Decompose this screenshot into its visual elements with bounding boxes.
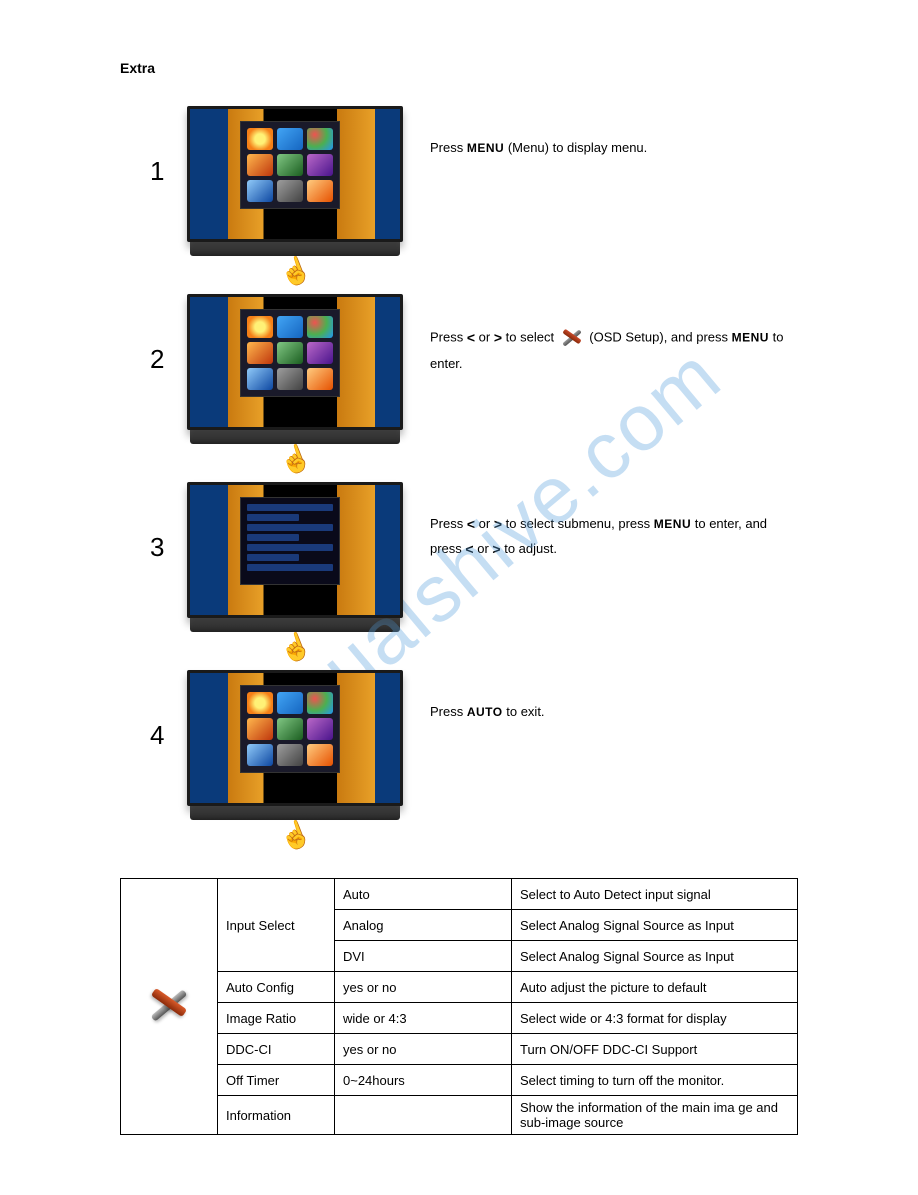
step-instruction: Press AUTO to exit. bbox=[410, 670, 798, 724]
step-row: 4 ☝ Press AUTO to exit. bbox=[150, 670, 798, 848]
text: Press bbox=[430, 704, 467, 719]
table-cell: Select Analog Signal Source as Input bbox=[512, 941, 798, 972]
table-cell: Analog bbox=[335, 910, 512, 941]
table-cell: DVI bbox=[335, 941, 512, 972]
settings-table: Input Select Auto Select to Auto Detect … bbox=[120, 878, 798, 1135]
text: Press bbox=[430, 329, 467, 344]
text: to exit. bbox=[506, 704, 544, 719]
table-row: Information Show the information of the … bbox=[121, 1096, 798, 1135]
hand-icon: ☝ bbox=[275, 629, 314, 665]
menu-button-label: MENU bbox=[654, 517, 691, 531]
text: to select submenu, press bbox=[506, 516, 654, 531]
left-arrow-icon: < bbox=[467, 329, 475, 345]
table-cell: Select wide or 4:3 format for display bbox=[512, 1003, 798, 1034]
right-arrow-icon: > bbox=[492, 541, 500, 557]
step-instruction: Press MENU (Menu) to display menu. bbox=[410, 106, 798, 160]
monitor-illustration: ☝ bbox=[180, 482, 410, 660]
text: Press bbox=[430, 516, 467, 531]
table-cell: Off Timer bbox=[218, 1065, 335, 1096]
table-cell: DDC-CI bbox=[218, 1034, 335, 1065]
table-cell: Select timing to turn off the monitor. bbox=[512, 1065, 798, 1096]
table-cell: Auto bbox=[335, 879, 512, 910]
left-arrow-icon: < bbox=[467, 516, 475, 532]
step-row: 1 ☝ Press MENU (Menu) to display menu. bbox=[150, 106, 798, 284]
text: to select bbox=[506, 329, 558, 344]
monitor-illustration: ☝ bbox=[180, 106, 410, 284]
text: or bbox=[479, 516, 494, 531]
table-cell: Select to Auto Detect input signal bbox=[512, 879, 798, 910]
auto-button-label: AUTO bbox=[467, 705, 503, 719]
step-row: 3 ☝ Press < or > to select submenu, pres… bbox=[150, 482, 798, 660]
table-row: Auto Config yes or no Auto adjust the pi… bbox=[121, 972, 798, 1003]
text: Press bbox=[430, 140, 467, 155]
table-cell: yes or no bbox=[335, 1034, 512, 1065]
table-cell: yes or no bbox=[335, 972, 512, 1003]
table-row: Off Timer 0~24hours Select timing to tur… bbox=[121, 1065, 798, 1096]
step-instruction: Press < or > to select submenu, press ME… bbox=[410, 482, 798, 562]
text: (OSD Setup), and press bbox=[589, 329, 731, 344]
section-title: Extra bbox=[120, 60, 798, 76]
step-row: 2 ☝ Press < or > to select (OSD Setup), … bbox=[150, 294, 798, 472]
text: or bbox=[479, 329, 494, 344]
table-row: DDC-CI yes or no Turn ON/OFF DDC-CI Supp… bbox=[121, 1034, 798, 1065]
step-number: 4 bbox=[150, 670, 180, 751]
right-arrow-icon: > bbox=[494, 516, 502, 532]
hand-icon: ☝ bbox=[275, 441, 314, 477]
hand-icon: ☝ bbox=[275, 253, 314, 289]
monitor-illustration: ☝ bbox=[180, 670, 410, 848]
steps-container: 1 ☝ Press MENU (Menu) to display menu. 2… bbox=[150, 106, 798, 848]
table-cell: Input Select bbox=[218, 879, 335, 972]
text: to adjust. bbox=[504, 541, 557, 556]
step-number: 1 bbox=[150, 106, 180, 187]
table-cell: Turn ON/OFF DDC-CI Support bbox=[512, 1034, 798, 1065]
hand-icon: ☝ bbox=[275, 817, 314, 853]
tools-icon bbox=[142, 978, 196, 1032]
step-number: 3 bbox=[150, 482, 180, 563]
table-cell: Image Ratio bbox=[218, 1003, 335, 1034]
step-instruction: Press < or > to select (OSD Setup), and … bbox=[410, 294, 798, 375]
table-cell: wide or 4:3 bbox=[335, 1003, 512, 1034]
table-cell bbox=[335, 1096, 512, 1135]
step-number: 2 bbox=[150, 294, 180, 375]
text: (Menu) to display menu. bbox=[508, 140, 647, 155]
menu-button-label: MENU bbox=[732, 330, 769, 344]
table-cell: 0~24hours bbox=[335, 1065, 512, 1096]
table-cell: Show the information of the main ima ge … bbox=[512, 1096, 798, 1135]
left-arrow-icon: < bbox=[465, 541, 473, 557]
table-icon-cell bbox=[121, 879, 218, 1135]
text: or bbox=[477, 541, 492, 556]
table-cell: Information bbox=[218, 1096, 335, 1135]
tools-icon bbox=[558, 324, 586, 352]
table-row: Image Ratio wide or 4:3 Select wide or 4… bbox=[121, 1003, 798, 1034]
right-arrow-icon: > bbox=[494, 329, 502, 345]
table-cell: Select Analog Signal Source as Input bbox=[512, 910, 798, 941]
menu-button-label: MENU bbox=[467, 141, 504, 155]
table-row: Input Select Auto Select to Auto Detect … bbox=[121, 879, 798, 910]
table-cell: Auto Config bbox=[218, 972, 335, 1003]
monitor-illustration: ☝ bbox=[180, 294, 410, 472]
table-cell: Auto adjust the picture to default bbox=[512, 972, 798, 1003]
